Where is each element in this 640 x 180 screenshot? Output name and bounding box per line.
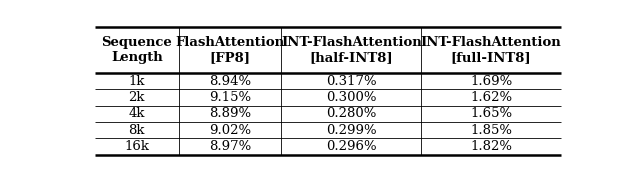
- Text: 8.97%: 8.97%: [209, 140, 252, 153]
- Text: 1.82%: 1.82%: [470, 140, 512, 153]
- Text: 1k: 1k: [129, 75, 145, 88]
- Text: INT-FlashAttention
[half-INT8]: INT-FlashAttention [half-INT8]: [281, 36, 422, 64]
- Text: 1.69%: 1.69%: [470, 75, 512, 88]
- Text: 0.317%: 0.317%: [326, 75, 376, 88]
- Text: 9.02%: 9.02%: [209, 124, 251, 137]
- Text: 0.296%: 0.296%: [326, 140, 376, 153]
- Text: 1.85%: 1.85%: [470, 124, 512, 137]
- Text: 0.299%: 0.299%: [326, 124, 376, 137]
- Text: 2k: 2k: [129, 91, 145, 104]
- Text: 4k: 4k: [129, 107, 145, 120]
- Text: 9.15%: 9.15%: [209, 91, 251, 104]
- Text: 16k: 16k: [124, 140, 149, 153]
- Text: 1.65%: 1.65%: [470, 107, 512, 120]
- Text: INT-FlashAttention
[full-INT8]: INT-FlashAttention [full-INT8]: [421, 36, 561, 64]
- Text: 8.89%: 8.89%: [209, 107, 251, 120]
- Text: 0.300%: 0.300%: [326, 91, 376, 104]
- Text: 0.280%: 0.280%: [326, 107, 376, 120]
- Text: 8.94%: 8.94%: [209, 75, 251, 88]
- Text: 1.62%: 1.62%: [470, 91, 512, 104]
- Text: Sequence
Length: Sequence Length: [102, 36, 172, 64]
- Text: 8k: 8k: [129, 124, 145, 137]
- Text: FlashAttention
[FP8]: FlashAttention [FP8]: [175, 36, 285, 64]
